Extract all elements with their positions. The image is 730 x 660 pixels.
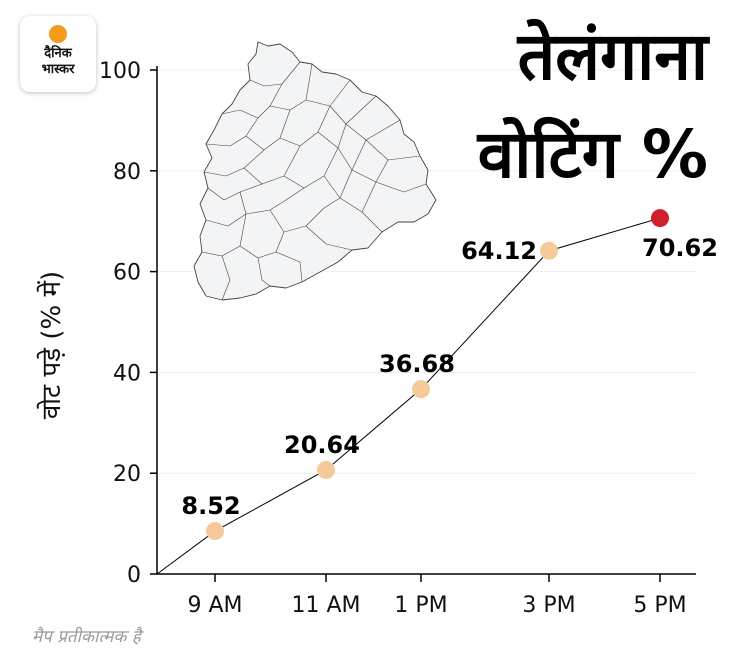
dainik-bhaskar-logo: दैनिक भास्कर — [20, 16, 96, 92]
map-note: मैप प्रतीकात्मक है — [32, 627, 141, 647]
data-point — [540, 241, 558, 260]
x-tick-label: 1 PM — [394, 593, 447, 618]
y-tick-label: 100 — [99, 59, 141, 84]
x-tick-label: 9 AM — [187, 593, 242, 618]
x-tick-label: 5 PM — [633, 593, 686, 618]
title-line-1: तेलंगाना — [517, 18, 708, 95]
y-tick-label: 20 — [113, 462, 141, 487]
axis-layer: 0 20 40 60 80 100 9 AM 11 AM 1 PM 3 PM 5 PM — [99, 59, 696, 618]
y-tick-label: 60 — [113, 261, 141, 286]
logo-line-2: भास्कर — [41, 62, 75, 77]
data-point — [317, 460, 335, 479]
data-label: 36.68 — [379, 350, 455, 378]
title-line-2: वोटिंग % — [477, 116, 708, 193]
labels-layer: 8.52 20.64 36.68 64.12 70.62 — [181, 234, 718, 520]
telangana-map-icon — [193, 41, 437, 301]
data-label: 64.12 — [461, 237, 537, 265]
data-point — [651, 209, 669, 228]
y-tick-label: 80 — [113, 160, 141, 185]
x-tick-label: 11 AM — [291, 593, 360, 618]
logo-dot-icon — [49, 25, 67, 43]
data-label: 8.52 — [181, 492, 240, 520]
data-label: 70.62 — [642, 234, 718, 262]
y-axis-label: वोट पड़े (% में) — [37, 270, 67, 420]
data-label: 20.64 — [284, 431, 360, 459]
x-tick-label: 3 PM — [522, 593, 575, 618]
y-tick-label: 0 — [127, 563, 141, 588]
data-point — [412, 380, 430, 399]
y-tick-label: 40 — [113, 361, 141, 386]
points-layer — [206, 209, 669, 541]
logo-line-1: दैनिक — [44, 46, 72, 61]
line-layer — [156, 217, 661, 575]
data-point — [206, 522, 224, 541]
series-line — [156, 217, 661, 575]
